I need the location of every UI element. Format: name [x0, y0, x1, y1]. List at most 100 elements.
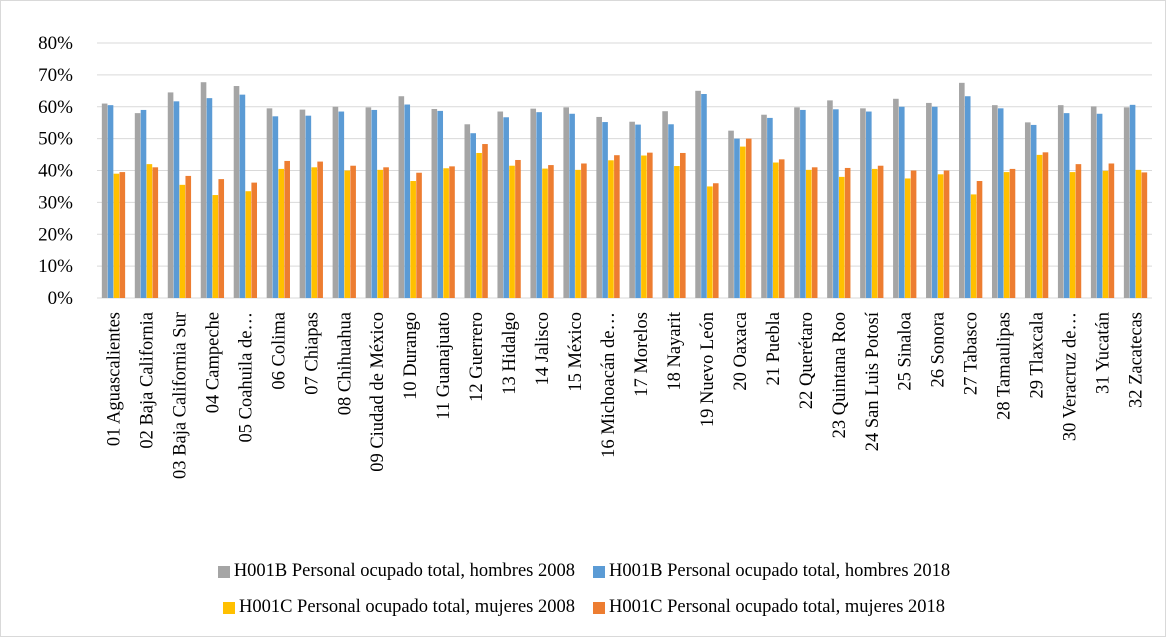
y-tick-label: 60%: [38, 97, 73, 118]
x-tick-label: 11 Guanajuato: [434, 312, 454, 420]
x-tick-label: 04 Campeche: [203, 312, 223, 413]
x-tick-label: 08 Chihuahua: [335, 312, 355, 415]
x-tick-label: 32 Zacatecas: [1127, 312, 1147, 408]
bar: [416, 172, 422, 298]
bar: [569, 113, 575, 298]
bar: [470, 133, 476, 298]
bar: [608, 160, 614, 298]
bar: [838, 176, 845, 299]
bar: [344, 170, 351, 298]
bar: [338, 111, 345, 298]
legend-item-mujeres-2008: H001C Personal ocupado total, mujeres 20…: [222, 597, 575, 618]
legend-row-1: H001B Personal ocupado total, hombres 20…: [0, 561, 1168, 582]
bar-chart: 0% 10% 20% 30% 40% 50% 60% 70% 80% 01 Aguascalie…: [38, 33, 1152, 479]
x-tick-label: 16 Michoacán de…: [599, 312, 619, 458]
bar: [1129, 104, 1136, 298]
y-tick-label: 80%: [38, 33, 73, 54]
bar: [767, 117, 773, 298]
bar: [134, 113, 141, 298]
bar: [635, 124, 641, 298]
bar: [647, 152, 653, 298]
bar: [503, 117, 509, 299]
bar: [542, 168, 548, 298]
bar: [701, 94, 707, 298]
x-tick-label: 02 Baja California: [137, 312, 157, 449]
x-tick-label: 27 Tabasco: [962, 312, 982, 395]
bar: [581, 163, 587, 298]
bar: [206, 98, 213, 298]
x-tick-label: 19 Nuevo León: [698, 312, 718, 427]
bar: [976, 181, 983, 298]
bar: [1042, 152, 1049, 298]
bar: [239, 94, 246, 298]
bar: [1102, 170, 1109, 298]
x-tick-label: 06 Colima: [269, 312, 289, 390]
bar: [811, 167, 818, 298]
bar: [575, 169, 581, 298]
x-tick-label: 01 Aguascalientes: [104, 312, 124, 446]
bar: [536, 112, 542, 298]
bar: [107, 105, 114, 298]
bar: [530, 108, 537, 298]
y-axis-ticks: 0% 10% 20% 30% 40% 50% 60% 70% 80%: [38, 33, 73, 309]
y-tick-label: 30%: [38, 192, 73, 213]
bar: [179, 184, 186, 298]
bars: [101, 82, 1148, 299]
x-axis-ticks: 01 Aguascalientes 02 Baja California 03 Ba…: [104, 311, 1146, 479]
y-tick-label: 40%: [38, 161, 73, 182]
bar: [1075, 164, 1082, 298]
bar: [509, 165, 515, 298]
bar: [871, 168, 878, 298]
x-tick-label: 22 Querétaro: [797, 312, 817, 409]
legend-item-mujeres-2018: H001C Personal ocupado total, mujeres 20…: [593, 597, 945, 618]
legend-label: H001C Personal ocupado total, mujeres 20…: [238, 597, 575, 617]
bar: [167, 92, 174, 298]
x-tick-label: 21 Puebla: [764, 312, 784, 385]
bar: [185, 175, 192, 298]
bar: [278, 168, 285, 298]
bar: [1108, 163, 1115, 298]
legend-swatch: [222, 601, 235, 614]
bar: [1036, 154, 1043, 298]
y-tick-label: 70%: [38, 65, 73, 86]
bar: [1123, 107, 1130, 298]
bar: [904, 178, 911, 298]
bar: [844, 167, 851, 298]
bar: [431, 108, 438, 298]
bar: [668, 124, 674, 298]
bar: [740, 146, 746, 298]
y-tick-label: 10%: [38, 256, 73, 277]
bar: [712, 183, 719, 298]
x-tick-label: 15 México: [566, 312, 586, 392]
bar: [898, 106, 905, 298]
bar: [602, 122, 608, 298]
bar: [943, 170, 950, 298]
x-tick-label: 31 Yucatán: [1094, 312, 1114, 394]
bar: [212, 195, 219, 298]
x-tick-label: 23 Quintana Roo: [830, 312, 850, 438]
bar: [398, 96, 405, 298]
bar: [964, 96, 971, 298]
x-tick-label: 30 Veracruz de…: [1061, 312, 1081, 441]
bar: [404, 104, 411, 299]
bar: [266, 108, 273, 298]
bar: [827, 100, 833, 298]
bar: [515, 159, 521, 298]
x-tick-label: 29 Tlaxcala: [1028, 312, 1048, 398]
bar: [152, 167, 159, 298]
bar: [662, 111, 668, 299]
x-tick-label: 20 Oaxaca: [731, 312, 751, 391]
bar: [497, 111, 504, 298]
bar: [113, 173, 120, 298]
bar: [1057, 105, 1064, 298]
bar: [476, 152, 482, 298]
bar: [910, 170, 917, 298]
bar: [680, 152, 686, 298]
bar: [371, 109, 378, 298]
bar: [926, 102, 932, 299]
bar: [997, 108, 1004, 298]
x-tick-label: 10 Durango: [401, 312, 421, 400]
bar: [761, 114, 767, 298]
legend-swatch: [593, 565, 605, 578]
bar: [200, 82, 207, 299]
